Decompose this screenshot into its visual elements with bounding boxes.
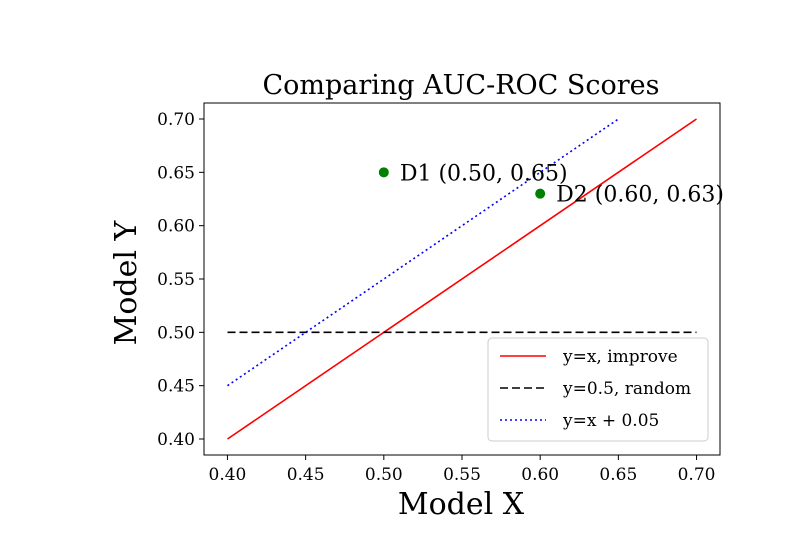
y-axis-label: Model Y (109, 219, 144, 345)
x-axis-label: Model X (398, 487, 525, 522)
x-tick-label-4: 0.55 (443, 465, 481, 485)
x-tick-label-6: 0.65 (599, 465, 637, 485)
data-point-label-1: D1 (0.50, 0.65) (400, 161, 568, 186)
series-line-1 (227, 118, 697, 440)
y-tick-label-6: 0.65 (157, 163, 195, 183)
data-point-label-2: D2 (0.60, 0.63) (556, 183, 724, 208)
x-tick-label-2: 0.45 (287, 465, 325, 485)
x-tick-label-5: 0.60 (521, 465, 559, 485)
y-tick-label-1: 0.40 (157, 430, 195, 450)
series-line-3 (227, 118, 619, 387)
data-point-2 (535, 188, 546, 199)
y-tick-label-2: 0.45 (157, 377, 195, 397)
data-point-1 (378, 167, 389, 178)
y-tick-label-5: 0.60 (157, 217, 195, 237)
legend-box (487, 337, 709, 442)
legend-label-1: y=x, improve (562, 347, 678, 367)
chart-title: Comparing AUC-ROC Scores (262, 70, 659, 101)
x-tick-label-3: 0.50 (365, 465, 403, 485)
x-tick-label-7: 0.70 (678, 465, 716, 485)
legend-label-3: y=x + 0.05 (562, 411, 659, 431)
y-tick-label-3: 0.50 (157, 323, 195, 343)
plot-area: D1 (0.50, 0.65)D2 (0.60, 0.63) 0.40 0.45 0.… (157, 102, 724, 485)
legend: y=x, improve y=0.5, random y=x + 0.05 (487, 337, 709, 442)
legend-label-2: y=0.5, random (562, 379, 691, 399)
y-tick-label-4: 0.55 (157, 270, 195, 290)
x-tick-label-1: 0.40 (209, 465, 247, 485)
y-tick-label-7: 0.70 (157, 110, 195, 130)
